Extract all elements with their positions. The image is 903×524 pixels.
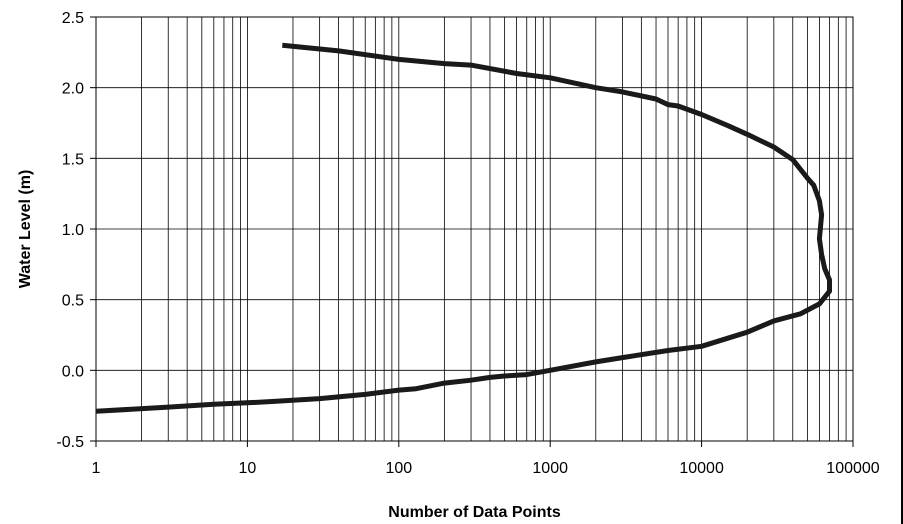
x-tick-label: 10000 xyxy=(679,460,724,477)
y-tick-label: -0.5 xyxy=(56,434,84,451)
series-line xyxy=(95,42,832,414)
x-tick-label: 1 xyxy=(92,460,101,477)
y-axis-title: Water Level (m) xyxy=(17,170,34,289)
x-tick-label: 1000 xyxy=(532,460,568,477)
y-tick-label: 0.5 xyxy=(62,293,84,310)
grid-lines xyxy=(95,16,853,442)
y-tick-label: 2.0 xyxy=(62,81,84,98)
y-tick-label: 1.5 xyxy=(62,151,84,168)
y-tick-label: 1.0 xyxy=(62,222,84,239)
x-axis-ticks: 1 10 100 1000 10000 100000 xyxy=(92,441,880,477)
x-tick-label: 10 xyxy=(239,460,257,477)
y-tick-label: 2.5 xyxy=(62,10,84,27)
x-tick-label: 100 xyxy=(385,460,412,477)
y-tick-label: 0.0 xyxy=(62,363,84,380)
x-tick-label: 100000 xyxy=(826,460,879,477)
x-axis-title: Number of Data Points xyxy=(388,504,561,521)
y-axis-ticks: 2.5 2.0 1.5 1.0 0.5 0.0 -0.5 xyxy=(56,10,96,451)
